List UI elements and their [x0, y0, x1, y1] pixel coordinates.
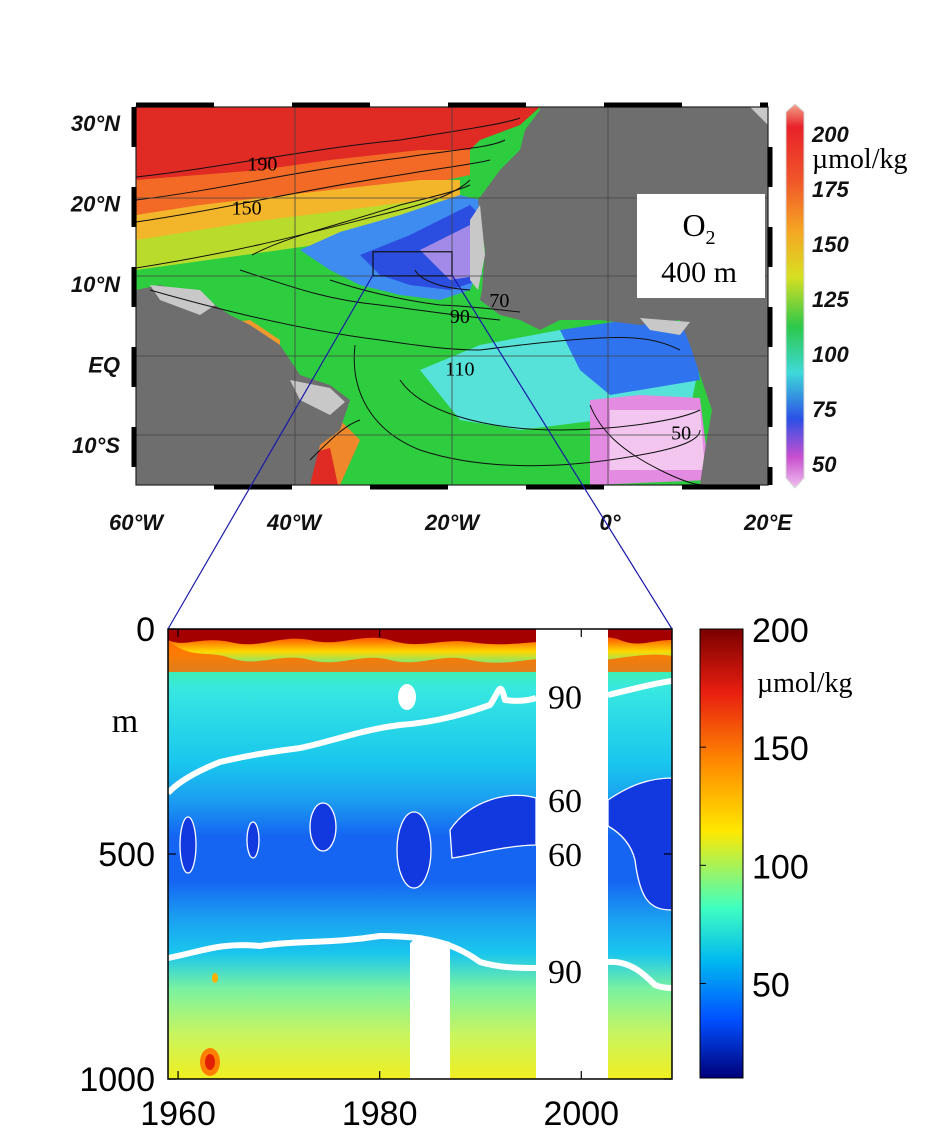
section-contour-label: 90: [548, 954, 582, 991]
map-colorbar-tick-label: 50: [812, 452, 837, 477]
section-x-tick-label: 1980: [342, 1095, 418, 1133]
section-90-contours: [168, 678, 672, 991]
map-contours: [136, 117, 706, 485]
map-contour-label: 150: [232, 198, 262, 220]
section-contour-label: 60: [548, 837, 582, 874]
map-x-tick-labels: 60°W 40°W 20°W 0° 20°E: [109, 510, 793, 535]
section-colorbar-tick-label: 150: [752, 730, 809, 768]
zoom-lines: [167, 274, 673, 630]
map-contour-label: 190: [247, 153, 277, 175]
map-y-tick-label: EQ: [88, 352, 120, 377]
section-contour-label: 90: [548, 680, 582, 717]
map-x-tick-label: 0°: [599, 510, 620, 535]
section-panel: 1960 1980 2000 0 500 1000 90 60 60 90 m 200 150 10…: [79, 611, 852, 1133]
section-x-tick-label: 2000: [543, 1095, 619, 1133]
map-y-tick-label: 30°N: [71, 111, 121, 136]
map-colorbar-tick-label: 100: [812, 342, 849, 367]
map-panel: 190 150 90 70 110 50 60°W 40°W 20°W 0° 20°E 30°N 2…: [70, 102, 907, 535]
map-colorbar-tick-label: 125: [812, 287, 849, 312]
map-x-tick-label: 20°E: [743, 510, 793, 535]
map-contour-label: 50: [671, 423, 691, 445]
map-y-tick-label: 20°N: [70, 192, 121, 217]
map-x-tick-label: 20°W: [424, 510, 481, 535]
map-colorbar-tick-label: 150: [812, 232, 849, 257]
map-colorbar-tick-label: 175: [812, 177, 849, 202]
map-colorbar-ticks: 200 175 150 125 100 75 50: [811, 122, 849, 477]
data-gap-1995-2002: [536, 629, 608, 1079]
section-colorbar-tick-label: 100: [752, 848, 809, 886]
o2-subscript: 2: [706, 227, 716, 249]
o2-label-box: O2 400 m: [637, 194, 765, 298]
map-highlight-box: [372, 251, 453, 277]
section-colorbar: 200 150 100 50 µmol/kg: [699, 612, 852, 1079]
section-colorbar-units: µmol/kg: [757, 668, 852, 699]
map-frame-dashes: [131, 102, 773, 490]
section-colorbar-tick-label: 50: [752, 966, 790, 1004]
section-contour-label: 60: [548, 783, 582, 820]
o2-label: O: [682, 207, 705, 243]
map-y-tick-labels: 30°N 20°N 10°N EQ 10°S: [70, 111, 121, 458]
map-x-tick-label: 40°W: [266, 510, 323, 535]
map-y-tick-label: 10°N: [71, 272, 121, 297]
section-x-tick-label: 1960: [140, 1095, 216, 1133]
svg-text:O2: O2: [682, 207, 715, 249]
section-colorbar-ticks: 200 150 100 50: [700, 612, 809, 1004]
map-contour-label: 70: [489, 290, 509, 312]
map-colorbar: 200 175 150 125 100 75 50 µmol/kg: [785, 103, 907, 489]
map-contour-label: 110: [445, 358, 474, 380]
map-colorbar-units: µmol/kg: [812, 144, 907, 175]
section-ticks: 1960 1980 2000 0 500 1000: [79, 611, 672, 1133]
section-minima: [179, 777, 672, 911]
section-contour-labels: 90 60 60 90: [548, 680, 582, 992]
map-x-tick-label: 60°W: [109, 510, 165, 535]
section-y-axis-label: m: [112, 703, 138, 740]
section-y-tick-label: 0: [136, 611, 155, 649]
map-contour-label: 90: [450, 306, 470, 328]
section-y-tick-label: 1000: [79, 1061, 155, 1099]
map-contour-labels: 190 150 90 70 110 50: [232, 153, 691, 444]
section-field: [168, 629, 672, 1079]
map-y-tick-label: 10°S: [72, 433, 120, 458]
data-gap-1983-1987: [410, 935, 450, 1079]
map-field: [136, 107, 768, 485]
section-colorbar-tick-label: 200: [752, 612, 809, 650]
section-y-tick-label: 500: [98, 836, 155, 874]
depth-label: 400 m: [661, 256, 737, 289]
map-colorbar-tick-label: 200: [811, 122, 849, 147]
map-colorbar-tick-label: 75: [812, 397, 837, 422]
